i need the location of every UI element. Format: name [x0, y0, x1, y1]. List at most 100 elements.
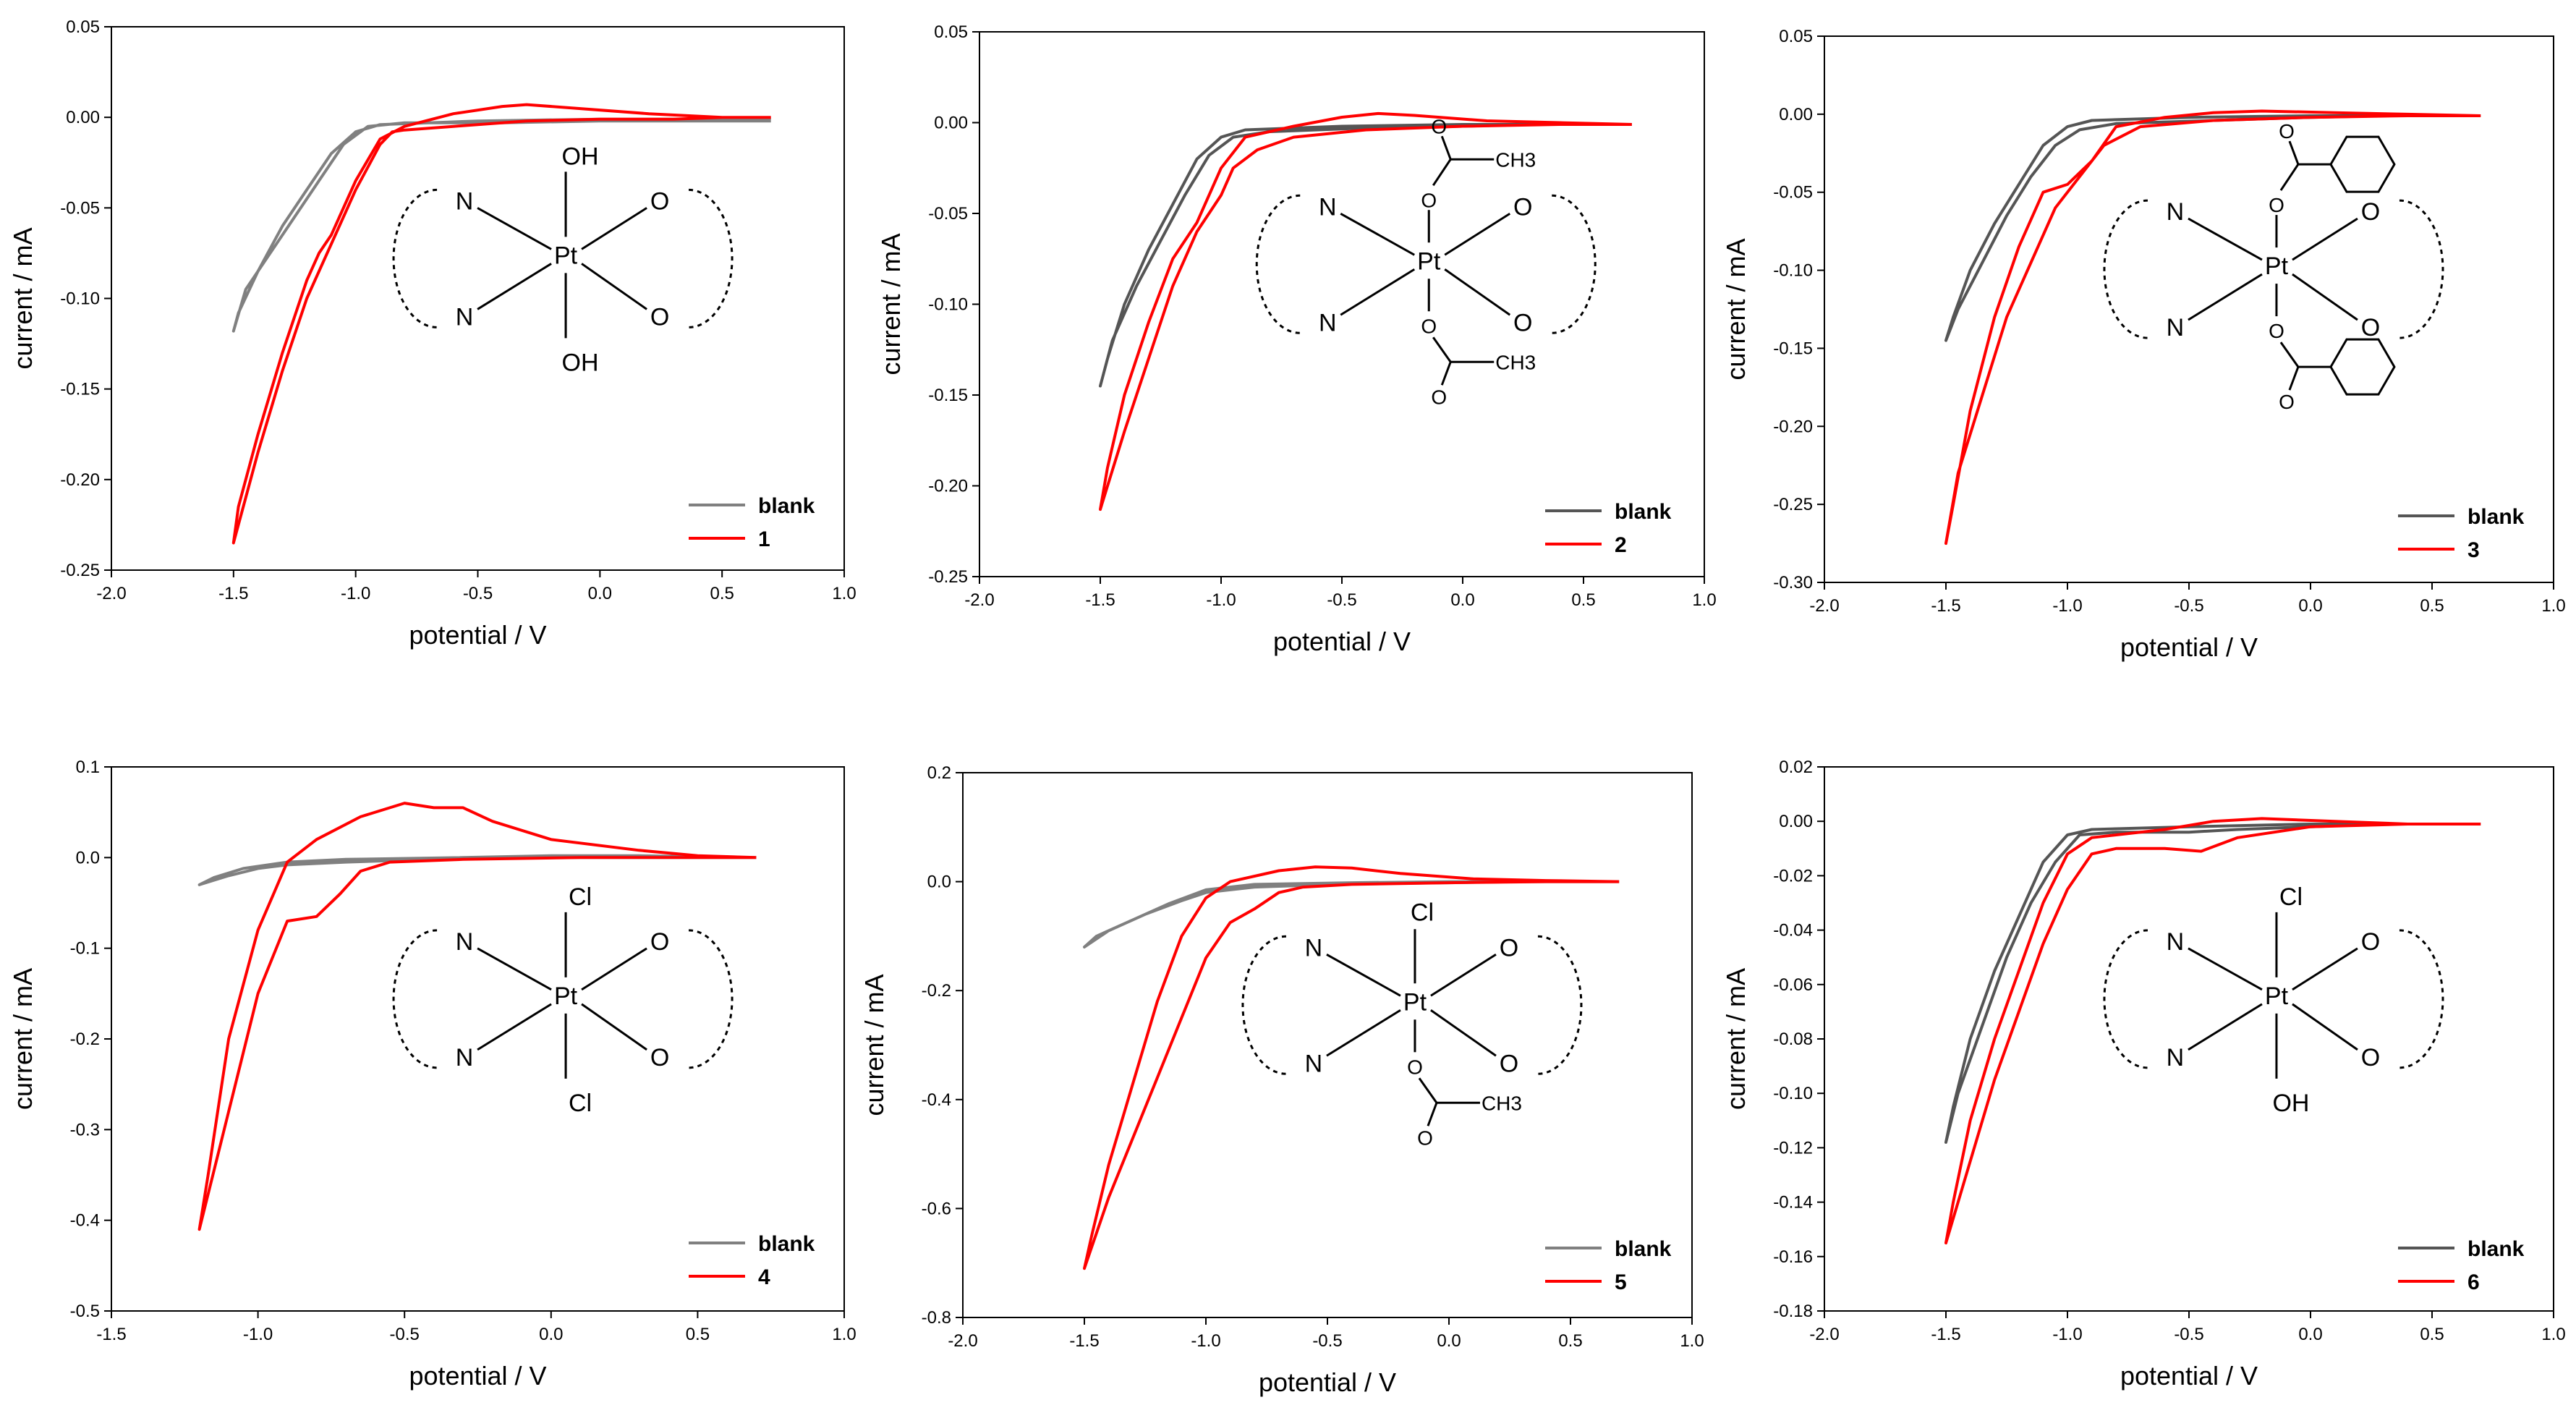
n-atom-label: N: [1319, 193, 1337, 221]
benzene-ring: [2329, 338, 2396, 396]
x-tick-label: -0.5: [2174, 1325, 2203, 1344]
y-tick-label: -0.16: [1773, 1247, 1813, 1267]
chelate-arc: [1255, 194, 1301, 334]
x-tick-label: -2.0: [948, 1331, 977, 1351]
y-axis-label: current / mA: [859, 974, 889, 1116]
bond-line: [581, 207, 647, 250]
legend-label: 6: [2467, 1270, 2480, 1294]
x-axis-label: potential / V: [1273, 627, 1411, 656]
y-tick-label: -0.10: [1773, 261, 1813, 281]
x-tick-label: -2.0: [1809, 1325, 1839, 1344]
o-atom-label: O: [1421, 315, 1437, 337]
o-atom-label: O: [1500, 934, 1518, 962]
x-tick-label: -1.5: [1931, 1325, 1960, 1344]
y-tick-label: 0.00: [934, 114, 968, 133]
y-tick-label: -0.10: [1773, 1084, 1813, 1103]
chart-panel: -2.0 -1.5 -1.0 -0.5 0.0 0.5 1.0 -0.25 -0.20 -0.15…: [8, 17, 856, 650]
metal-label: Pt: [1417, 247, 1441, 275]
plot-frame: [111, 766, 845, 1312]
x-tick-label: 0.5: [2420, 596, 2444, 616]
y-axis-label: current / mA: [876, 233, 906, 375]
y-tick-label: -0.12: [1773, 1138, 1813, 1158]
o-atom-label: O: [1431, 115, 1447, 137]
legend-label: blank: [1615, 1237, 1672, 1261]
bond-line: [2279, 164, 2300, 191]
bond-line: [477, 1003, 552, 1051]
y-axis-label: current / mA: [8, 227, 38, 369]
o-atom-label: O: [2279, 391, 2295, 413]
o-atom-label: O: [2279, 120, 2295, 143]
benzene-ring: [2329, 135, 2396, 193]
axial-bottom-label: OH: [2272, 1090, 2309, 1117]
n-atom-label: N: [2167, 928, 2185, 956]
bond-line: [1444, 268, 1511, 316]
x-tick-label: -1.0: [2052, 1325, 2082, 1344]
x-tick-label: 1.0: [2541, 1325, 2565, 1344]
y-tick-label: -0.15: [1773, 339, 1813, 358]
n-atom-label: N: [456, 928, 474, 956]
x-tick-label: -1.0: [341, 584, 370, 603]
series-line-blank: [1944, 114, 2481, 342]
x-axis-label: potential / V: [2120, 1361, 2258, 1391]
y-tick-label: -0.25: [1773, 495, 1813, 514]
o-atom-label: O: [1513, 193, 1532, 221]
bond-line: [1440, 361, 1452, 386]
y-tick-label: -0.6: [922, 1199, 951, 1218]
metal-label: Pt: [1403, 988, 1427, 1016]
bond-line: [1326, 1009, 1401, 1057]
legend-label: blank: [1615, 500, 1672, 524]
chelate-arc: [1241, 935, 1286, 1075]
y-tick-label: -0.05: [1773, 183, 1813, 203]
x-tick-label: -1.0: [2052, 596, 2082, 616]
x-axis-label: potential / V: [409, 1361, 546, 1391]
bond-line: [1430, 1009, 1497, 1057]
y-tick-label: -0.14: [1773, 1193, 1813, 1213]
series-line-sample: [1099, 111, 1632, 512]
o-atom-label: O: [1421, 189, 1437, 211]
x-tick-label: -1.5: [1069, 1331, 1099, 1351]
y-tick-label: 0.1: [76, 757, 100, 777]
bond-line: [581, 1003, 647, 1051]
bond-line: [477, 263, 552, 310]
o-atom-label: O: [650, 303, 669, 331]
metal-label: Pt: [554, 242, 578, 269]
bond-line: [2292, 1003, 2358, 1051]
x-tick-label: -1.5: [1931, 596, 1960, 616]
axial-top-label: OH: [562, 143, 599, 170]
y-tick-label: 0.05: [1779, 27, 1813, 46]
chelate-arc: [392, 929, 438, 1069]
bond-line: [1427, 1102, 1438, 1126]
x-tick-label: 1.0: [1680, 1331, 1704, 1351]
metal-label: Pt: [554, 983, 578, 1010]
x-tick-label: -2.0: [1809, 596, 1839, 616]
methyl-label: CH3: [1482, 1092, 1522, 1114]
bond-line: [1340, 212, 1415, 256]
plot-frame: [962, 772, 1693, 1318]
chart-panel: -2.0 -1.5 -1.0 -0.5 0.0 0.5 1.0 -0.18 -0.16 -0.14…: [1721, 757, 2566, 1391]
x-tick-label: 0.0: [2298, 1325, 2322, 1344]
x-tick-label: 0.5: [686, 1325, 710, 1344]
y-tick-label: -0.15: [928, 386, 968, 405]
axial-top-label: Cl: [1411, 899, 1434, 926]
x-tick-label: 0.0: [1450, 590, 1474, 610]
bond-line: [2188, 1003, 2263, 1051]
chelate-arc: [2103, 929, 2148, 1069]
legend-label: blank: [2467, 1237, 2525, 1261]
chart-panel: -2.0 -1.5 -1.0 -0.5 0.0 0.5 1.0 -0.25 -0.20 -0.15…: [876, 22, 1717, 656]
x-tick-label: -1.0: [1191, 1331, 1220, 1351]
o-atom-label: O: [650, 928, 669, 956]
y-tick-label: 0.05: [66, 17, 100, 37]
x-axis-label: potential / V: [1259, 1367, 1396, 1397]
chelate-arc: [1552, 194, 1597, 334]
y-tick-label: -0.8: [922, 1308, 951, 1328]
chart-panel: -2.0 -1.5 -1.0 -0.5 0.0 0.5 1.0 -0.8 -0.6 -0.4 -0.…: [859, 763, 1704, 1397]
y-tick-label: -0.30: [1773, 573, 1813, 593]
bond-line: [2292, 217, 2358, 261]
bond-line: [1430, 953, 1497, 997]
x-tick-label: -2.0: [964, 590, 994, 610]
o-atom-label: O: [1500, 1050, 1518, 1077]
y-tick-label: 0.00: [1779, 812, 1813, 831]
o-atom-label: O: [650, 187, 669, 215]
chelate-arc: [2399, 199, 2444, 339]
